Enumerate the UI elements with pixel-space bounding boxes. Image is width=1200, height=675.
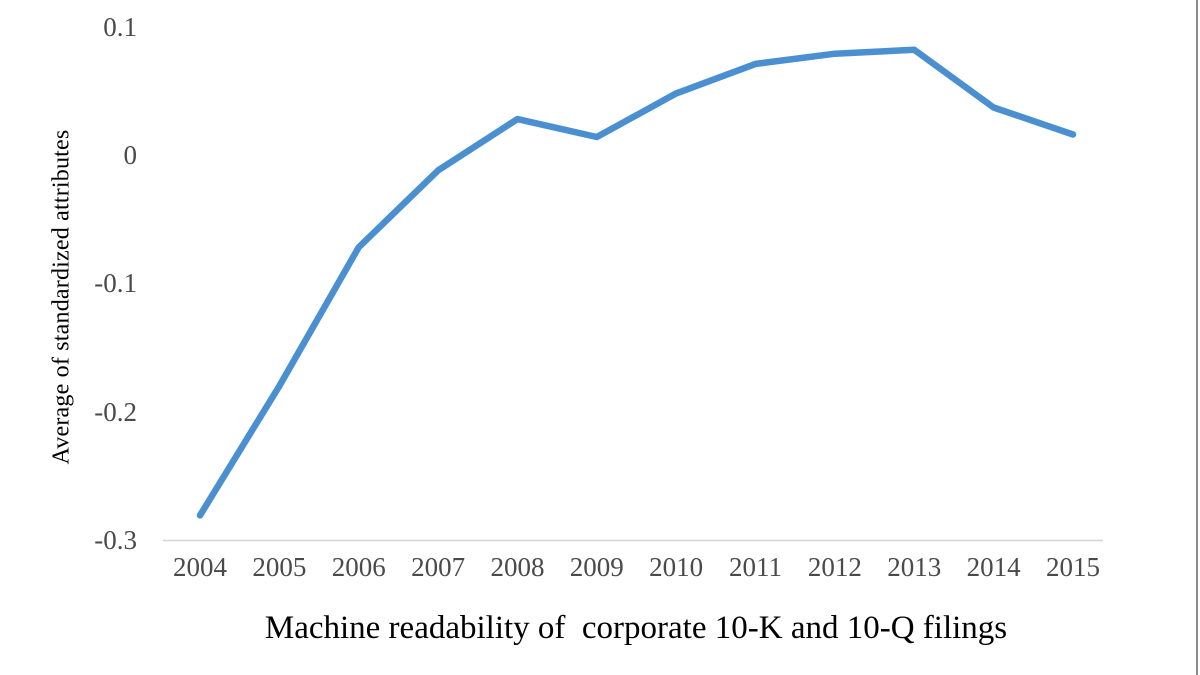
x-tick-label: 2005: [252, 552, 307, 582]
x-tick-label: 2015: [1045, 552, 1100, 582]
y-tick-label: -0.3: [94, 524, 137, 555]
x-tick-label: 2011: [729, 552, 783, 582]
x-tick-label: 2004: [173, 552, 227, 582]
page-edge-line: [1196, 0, 1198, 675]
chart-title: Machine readability of corporate 10-K an…: [264, 610, 1008, 646]
x-tick-label: 2007: [411, 552, 466, 582]
y-tick-label: 0.1: [103, 11, 137, 42]
x-tick-label: 2013: [887, 552, 942, 582]
data-series-line: [196, 46, 1077, 519]
x-tick-label: 2008: [490, 552, 545, 582]
x-tick-label: 2010: [649, 552, 704, 582]
x-tick-label: 2009: [569, 552, 624, 582]
x-tick-label: 2012: [807, 552, 862, 582]
x-tick-label: 2014: [966, 552, 1021, 582]
y-tick-label: -0.2: [94, 396, 137, 427]
y-tick-label: 0: [123, 140, 138, 170]
y-tick-label: -0.1: [94, 268, 137, 299]
x-tick-label: 2006: [331, 552, 386, 582]
